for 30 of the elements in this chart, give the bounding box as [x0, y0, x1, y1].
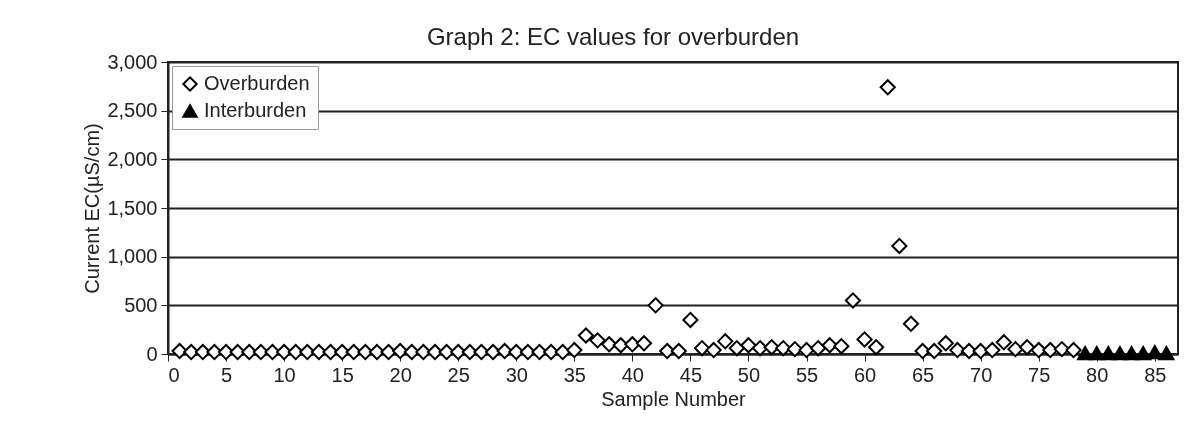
x-tick-label: 80 — [1086, 363, 1109, 386]
y-tick-label: 1,000 — [107, 245, 158, 268]
legend-label: Interburden — [204, 99, 307, 121]
x-tick-label: 65 — [911, 363, 935, 386]
x-tick-label: 45 — [679, 363, 703, 386]
x-tick-label: 20 — [389, 363, 412, 386]
x-tick-label: 25 — [447, 363, 470, 386]
x-axis-title: Sample Number — [601, 387, 747, 410]
x-tick-label: 40 — [621, 363, 644, 386]
x-tick-label: 30 — [505, 363, 528, 386]
x-tick-label: 15 — [331, 363, 354, 386]
x-tick-label: 35 — [563, 363, 586, 386]
chart-title: Graph 2: EC values for overburden — [426, 23, 800, 50]
y-tick-label: 0 — [146, 342, 158, 365]
x-tick-label: 10 — [273, 363, 296, 386]
y-tick-label: 2,500 — [107, 99, 158, 122]
x-tick-label: 85 — [1144, 363, 1167, 386]
y-tick-label: 1,500 — [107, 196, 158, 219]
legend-label: Overburden — [204, 72, 310, 94]
x-tick-label: 55 — [795, 363, 819, 386]
x-tick-label: 75 — [1028, 363, 1051, 386]
x-tick-label: 0 — [168, 363, 180, 386]
y-tick-label: 3,000 — [107, 50, 158, 73]
x-tick-label: 5 — [220, 363, 233, 386]
x-tick-label: 60 — [853, 363, 877, 386]
y-axis-title: Current EC(µS/cm) — [81, 123, 104, 294]
y-tick-label: 2,000 — [107, 147, 158, 170]
y-tick-label: 500 — [124, 293, 158, 316]
x-tick-label: 70 — [970, 363, 993, 386]
x-tick-label: 50 — [737, 363, 761, 386]
